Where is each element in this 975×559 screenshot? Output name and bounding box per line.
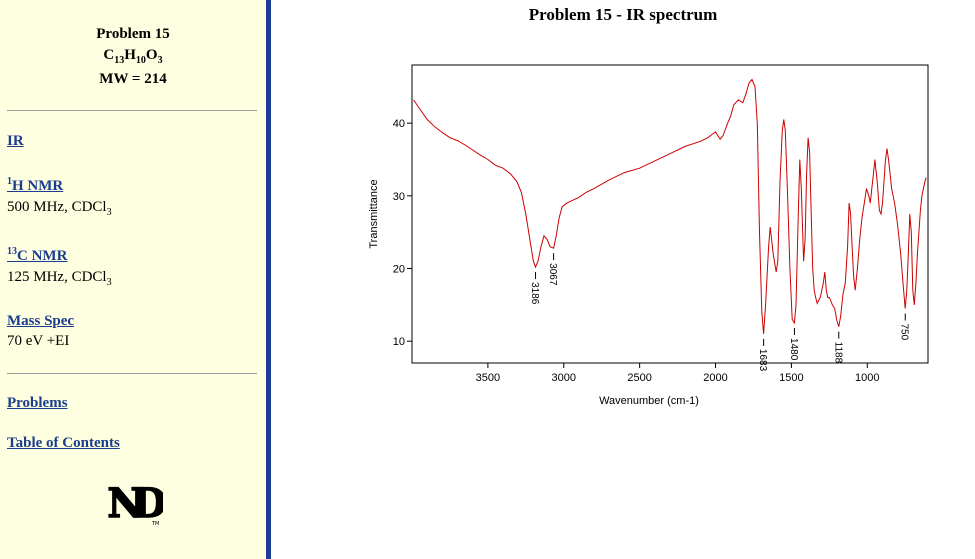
- peak-label: 3067: [547, 263, 558, 286]
- logo-letters: ND: [107, 480, 163, 527]
- problems-link[interactable]: Problems: [7, 395, 68, 411]
- y-axis: 10 20 30 40: [393, 118, 412, 348]
- x-tick-label: 3000: [552, 372, 576, 384]
- molecular-formula: C13H10O3: [103, 47, 163, 66]
- divider: [7, 373, 257, 374]
- sidebar-border: [266, 0, 271, 559]
- x-tick-label: 1500: [779, 372, 803, 384]
- mass-spec-conditions: 70 eV +EI: [7, 333, 70, 349]
- plot-frame: [411, 64, 929, 364]
- molecular-weight: MW = 214: [99, 71, 167, 87]
- y-axis-label: Transmittance: [368, 179, 380, 248]
- x-tick-label: 3500: [476, 372, 500, 384]
- peak-label: 1683: [757, 349, 768, 372]
- h-nmr-link[interactable]: 1H NMR: [7, 176, 64, 194]
- peak-label: 3186: [529, 282, 540, 305]
- problem-title: Problem 15: [96, 26, 170, 42]
- x-tick-label: 2500: [627, 372, 651, 384]
- notre-dame-logo-icon[interactable]: ND TM: [103, 477, 163, 527]
- table-of-contents-link[interactable]: Table of Contents: [7, 435, 120, 451]
- c-nmr-link[interactable]: 13C NMR: [7, 246, 68, 264]
- c-nmr-conditions: 125 MHz, CDCl3: [7, 269, 112, 288]
- sidebar: Problem 15 C13H10O3 MW = 214 IR 1H NMR 5…: [0, 0, 266, 559]
- logo-trademark: TM: [151, 521, 159, 527]
- x-axis-label: Wavenumber (cm-1): [599, 395, 699, 407]
- ir-spectrum-chart: 10 20 30 40 3500 3000 2500 2000 1500 1000 3186 30…: [368, 64, 929, 407]
- divider: [7, 110, 257, 111]
- x-tick-label: 1000: [855, 372, 879, 384]
- y-tick-label: 30: [393, 191, 405, 203]
- spectrum-line: [413, 78, 927, 334]
- y-tick-label: 10: [393, 336, 405, 348]
- chart-title: Problem 15 - IR spectrum: [528, 5, 718, 24]
- peak-label: 1480: [788, 338, 799, 361]
- x-tick-label: 2000: [703, 372, 727, 384]
- mass-spec-link[interactable]: Mass Spec: [7, 313, 75, 329]
- x-axis: 3500 3000 2500 2000 1500 1000: [476, 363, 880, 384]
- y-tick-label: 20: [393, 264, 405, 276]
- peak-label: 1188: [832, 342, 843, 364]
- peak-label: 750: [899, 323, 910, 340]
- y-tick-label: 40: [393, 118, 405, 130]
- peak-labels: 3186 3067 1683 1480 1188 750: [529, 253, 910, 372]
- h-nmr-conditions: 500 MHz, CDCl3: [7, 199, 112, 218]
- ir-link[interactable]: IR: [7, 133, 24, 149]
